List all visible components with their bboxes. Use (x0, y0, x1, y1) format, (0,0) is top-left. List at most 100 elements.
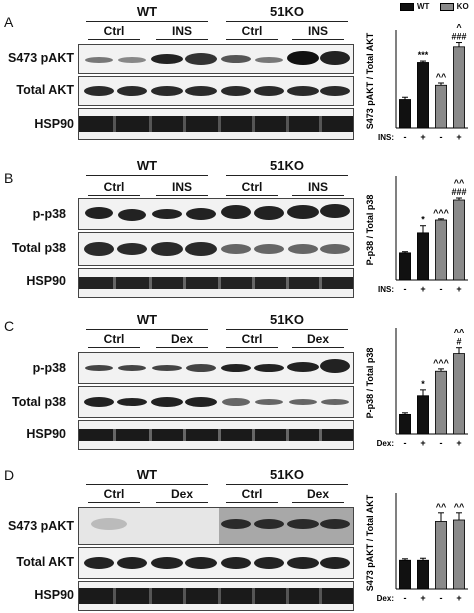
significance-label: ^^ (454, 502, 465, 512)
group-label-wt: WT (136, 158, 158, 173)
significance-label: ^^ (454, 178, 465, 188)
blot-bands (79, 116, 353, 132)
significance-label: * (421, 379, 425, 389)
bar-chart: S473 pAKT / Total AKT - + ^^ - ^^ + Dex: (365, 493, 468, 603)
blot-bands (84, 86, 350, 96)
significance-label: ^^ (454, 328, 465, 338)
group-line (86, 21, 208, 22)
western-blot-image (78, 352, 354, 384)
x-tick-label: + (456, 593, 461, 603)
bar (417, 395, 429, 435)
condition-label: Dex (306, 332, 329, 346)
legend-swatch-ko (439, 2, 454, 11)
condition-label: Dex (170, 487, 193, 501)
panel-letter: A (4, 14, 14, 30)
western-blot-image (78, 420, 354, 450)
blot-row-label: HSP90 (26, 427, 66, 441)
x-tick-label: - (404, 284, 407, 294)
condition-label: Ctrl (241, 24, 263, 38)
x-tick-label: + (456, 438, 461, 448)
significance-label: ^^^ (433, 358, 450, 368)
blot-row-label: Total p38 (12, 395, 66, 409)
blot-row-label: HSP90 (34, 117, 74, 131)
western-blot-image (78, 581, 354, 611)
x-axis-label: Dex: (377, 594, 394, 603)
panel-letter: B (4, 170, 14, 186)
x-tick-label: - (404, 593, 407, 603)
group-label-wt: WT (136, 4, 158, 19)
condition-label: Ctrl (103, 332, 125, 346)
chart-legend: WT KO (400, 2, 469, 11)
bar (417, 232, 429, 281)
western-blot-image (78, 386, 354, 418)
x-axis-label: INS: (378, 133, 394, 142)
condition-line (156, 347, 208, 348)
group-line (226, 329, 348, 330)
blot-bands (79, 277, 353, 289)
x-tick-label: - (404, 438, 407, 448)
group-line (226, 484, 348, 485)
condition-line (156, 502, 208, 503)
western-blot-image (78, 108, 354, 140)
blot-row-label: HSP90 (26, 274, 66, 288)
blot-bands (84, 557, 350, 569)
bar (417, 62, 429, 129)
blot-bands (79, 588, 353, 604)
condition-line (88, 502, 140, 503)
condition-line (88, 195, 140, 196)
western-blot-image (78, 547, 354, 579)
bar-chart: S473 pAKT / Total AKT - *** + ^^ - ^### + INS: (365, 23, 468, 142)
group-label-ko: 51KO (270, 4, 304, 19)
western-blot-image (78, 507, 354, 545)
group-line (226, 21, 348, 22)
western-blot-image (78, 76, 354, 106)
panel-b: B WT 51KO Ctrl INS Ctrl INS p-p38 Total … (0, 156, 474, 304)
x-tick-label: + (420, 132, 425, 142)
group-line (86, 484, 208, 485)
legend-label-ko: KO (456, 2, 469, 11)
x-tick-label: - (440, 284, 443, 294)
x-tick-label: - (440, 132, 443, 142)
significance-label: ### (451, 32, 466, 42)
x-tick-label: + (456, 284, 461, 294)
panel-a: A WT 51KO Ctrl INS Ctrl INS S473 pAKT To… (0, 0, 474, 150)
blot-bands (79, 429, 353, 441)
western-blot-image (78, 198, 354, 230)
condition-label: Dex (170, 332, 193, 346)
significance-label: ### (451, 187, 466, 197)
condition-label: INS (171, 24, 192, 38)
panel-c: C WT 51KO Ctrl Dex Ctrl Dex p-p38 Total … (0, 308, 474, 458)
bar (435, 370, 447, 435)
blot-bands (84, 242, 350, 256)
group-label-wt: WT (136, 312, 158, 327)
y-axis-label: P-p38 / Total p38 (365, 195, 375, 266)
blot-bands (85, 51, 350, 65)
group-label-wt: WT (136, 467, 158, 482)
bar (435, 219, 447, 281)
blot-row-label: HSP90 (34, 588, 74, 602)
western-blot-image (78, 268, 354, 298)
bar (453, 519, 465, 590)
blot-row-label: S473 pAKT (8, 519, 74, 533)
condition-label: Ctrl (241, 332, 263, 346)
western-blot-image (78, 44, 354, 74)
blot-row-label: p-p38 (32, 207, 66, 221)
x-tick-label: - (404, 132, 407, 142)
group-line (86, 329, 208, 330)
condition-label: Ctrl (241, 180, 263, 194)
significance-label: ^^^ (433, 208, 450, 218)
x-tick-label: + (420, 438, 425, 448)
bar (399, 99, 411, 129)
bar (417, 559, 429, 590)
group-label-ko: 51KO (270, 312, 304, 327)
legend-label-wt: WT (417, 2, 430, 11)
blot-bands (85, 359, 350, 373)
significance-label: ^^ (436, 502, 447, 512)
x-axis-label: INS: (378, 285, 394, 294)
western-blot-image (78, 232, 354, 266)
group-label-ko: 51KO (270, 158, 304, 173)
x-tick-label: + (456, 132, 461, 142)
condition-line (226, 502, 278, 503)
x-tick-label: - (440, 438, 443, 448)
blot-row-label: Total AKT (16, 83, 74, 97)
